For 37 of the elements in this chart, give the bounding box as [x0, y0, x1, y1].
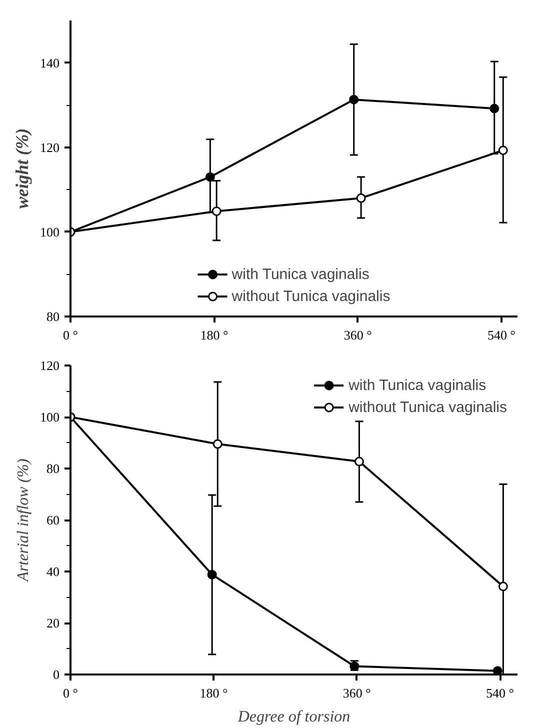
x-tick-label: 360 °: [344, 328, 372, 342]
point: [205, 172, 215, 182]
point: [349, 94, 359, 104]
legend-label: without Tunica vaginalis: [348, 398, 507, 416]
point: [492, 666, 502, 674]
x-tick-label: 540 °: [486, 686, 514, 700]
point: [212, 206, 222, 216]
legend-label: without Tunica vaginalis: [232, 288, 390, 304]
legend-label: with Tunica vaginalis: [232, 266, 370, 282]
point: [498, 582, 508, 592]
x-tick-label: 0 °: [63, 686, 78, 700]
point: [490, 104, 500, 114]
y-tick-label: 140: [40, 55, 60, 70]
point: [212, 439, 222, 449]
x-tick-label: 360 °: [342, 686, 371, 700]
legend-label: with Tunica vaginalis: [348, 376, 486, 394]
y-tick-label: 100: [40, 224, 60, 240]
x-tick-label: 180 °: [200, 328, 228, 342]
x-tick-label: 540 °: [488, 328, 516, 342]
x-tick-label: 0 °: [63, 328, 78, 342]
y-tick-label: 40: [46, 564, 60, 579]
point: [207, 570, 217, 580]
y-axis-title: Arterial inflow (%): [15, 458, 32, 582]
point: [356, 193, 366, 203]
y-tick-label: 0: [53, 667, 60, 682]
y-tick-label: 20: [46, 616, 60, 630]
y-axis-title: weight (%): [12, 128, 32, 209]
y-tick-label: 80: [46, 309, 60, 324]
y-tick-label: 120: [40, 358, 60, 373]
y-tick-label: 120: [40, 140, 60, 155]
point: [498, 146, 508, 156]
x-axis-title: Degree of torsion: [236, 708, 350, 726]
x-tick-label: 180 °: [200, 686, 228, 700]
y-tick-label: 60: [46, 512, 60, 528]
point: [354, 456, 364, 466]
y-tick-label: 100: [40, 410, 60, 424]
y-tick-label: 80: [46, 461, 60, 476]
